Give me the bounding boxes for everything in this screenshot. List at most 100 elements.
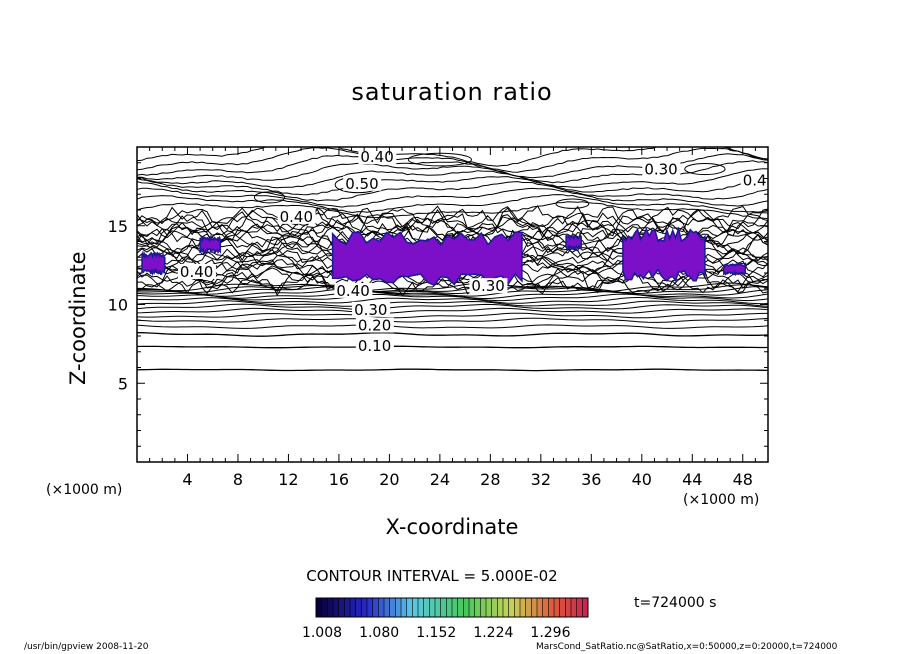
contour-label-bg xyxy=(642,161,681,177)
contour-label-bg xyxy=(355,317,394,333)
colorbar-cell xyxy=(412,598,419,617)
colorbar-cell xyxy=(474,598,481,617)
contour-line-lower xyxy=(137,282,768,292)
contour-line-lower xyxy=(137,284,768,294)
contour-line-lower xyxy=(137,368,768,372)
colorbar-cell xyxy=(361,598,368,617)
colorbar-cell xyxy=(440,598,447,617)
x-tick-label: 36 xyxy=(581,470,601,489)
x-tick-label: 48 xyxy=(733,470,753,489)
x-tick-label: 4 xyxy=(182,470,192,489)
colorbar-cell xyxy=(446,598,453,617)
y-axis-unit: (×1000 m) xyxy=(46,482,123,498)
contour-line-upper xyxy=(137,147,768,167)
contour-closed-loop xyxy=(253,191,286,204)
colorbar-cell xyxy=(497,598,504,617)
colorbar-cell xyxy=(435,598,441,617)
contour-label-bg xyxy=(177,264,216,279)
colorbar-cell xyxy=(554,598,560,617)
contour-label: 0.30 xyxy=(471,277,504,295)
colorbar-cell xyxy=(503,598,509,617)
colorbar-cell xyxy=(429,598,436,617)
contour-line-lower xyxy=(137,332,768,337)
colorbar-tick-label: 1.008 xyxy=(302,625,342,641)
colorbar-cell xyxy=(367,598,373,617)
supersaturated-region xyxy=(565,233,582,252)
colorbar-cell xyxy=(333,598,339,617)
contour-interval-label: CONTOUR INTERVAL = 5.000E-02 xyxy=(306,567,558,585)
contour-label-bg xyxy=(334,282,373,298)
contour-line-upper xyxy=(137,147,768,173)
contour-line-lower xyxy=(137,317,768,323)
colorbar-cell xyxy=(350,598,356,617)
x-tick-label: 32 xyxy=(531,470,551,489)
colorbar-cell xyxy=(372,598,379,617)
colorbar-cell xyxy=(582,598,589,617)
footer-data-source: MarsCond_SatRatio.nc@SatRatio,x=0:50000,… xyxy=(536,642,838,652)
footer-program-date: /usr/bin/gpview 2008-11-20 xyxy=(24,642,149,652)
contour-line-lower xyxy=(137,307,768,314)
contour-label: 0.40 xyxy=(743,172,776,190)
colorbar-cell xyxy=(571,598,577,617)
contour-label: 0.40 xyxy=(336,282,369,300)
contour-line-lower xyxy=(137,324,768,329)
colorbar-cell xyxy=(537,598,543,617)
contour-group: 0.400.500.300.400.400.400.300.400.300.20… xyxy=(137,147,776,372)
contour-label: 0.50 xyxy=(345,175,378,193)
contour-line-upper xyxy=(137,194,768,214)
contour-line-upper xyxy=(137,168,768,189)
contour-label-bg xyxy=(277,208,316,224)
colorbar-cell xyxy=(418,598,424,617)
contour-label: 0.40 xyxy=(180,263,213,281)
colorbar-cell xyxy=(525,598,532,617)
contour-closed-loop xyxy=(684,163,726,176)
contour-label-bg xyxy=(355,338,394,354)
contour-label: 0.20 xyxy=(358,317,391,335)
supersaturated-region xyxy=(622,226,706,283)
colorbar-tick-label: 1.296 xyxy=(530,625,570,641)
contour-line-turbulent xyxy=(137,205,768,233)
colorbar-cell xyxy=(423,598,430,617)
y-tick-label: 15 xyxy=(108,217,128,236)
contour-label-bg xyxy=(343,175,382,191)
contour-line-turbulent xyxy=(137,213,768,243)
contour-line-lower xyxy=(137,296,768,305)
contour-line-lower xyxy=(137,288,768,297)
y-tick-label: 5 xyxy=(118,374,128,393)
colorbar-cell xyxy=(565,598,572,617)
colorbar-cell xyxy=(378,598,385,617)
x-axis-label: X-coordinate xyxy=(385,515,519,539)
colorbar-cell xyxy=(559,598,566,617)
contour-line-turbulent xyxy=(137,221,768,249)
colorbar-cell xyxy=(452,598,458,617)
colorbar-tick-label: 1.152 xyxy=(416,625,456,641)
contour-line-upper xyxy=(137,181,768,202)
supersaturated-region xyxy=(723,261,747,277)
y-tick-label: 10 xyxy=(108,296,128,315)
colorbar-cell xyxy=(389,598,396,617)
x-tick-label: 12 xyxy=(278,470,298,489)
contour-label: 0.30 xyxy=(354,301,387,319)
contour-line-turbulent xyxy=(137,276,768,294)
x-tick-label: 40 xyxy=(632,470,652,489)
contour-label-bg xyxy=(352,301,391,317)
colorbar-cell xyxy=(542,598,549,617)
x-axis-unit: (×1000 m) xyxy=(683,492,760,508)
contour-label-bg xyxy=(740,172,768,188)
supersaturated-region xyxy=(331,231,523,287)
contour-line-upper xyxy=(137,201,768,220)
contour-line-lower xyxy=(137,312,768,319)
colorbar-cell xyxy=(316,598,322,617)
colorbar-cell xyxy=(321,598,328,617)
colorbar-cell xyxy=(355,598,362,617)
colorbar-cell xyxy=(384,598,390,617)
x-tick-label: 16 xyxy=(329,470,349,489)
colorbar-cell xyxy=(457,598,464,617)
colorbar-cell xyxy=(480,598,487,617)
contour-line-upper xyxy=(137,187,768,208)
colorbar-tick-label: 1.080 xyxy=(359,625,399,641)
time-label: t=724000 s xyxy=(634,595,717,611)
contour-line-upper xyxy=(137,176,768,196)
colorbar-cell xyxy=(576,598,583,617)
